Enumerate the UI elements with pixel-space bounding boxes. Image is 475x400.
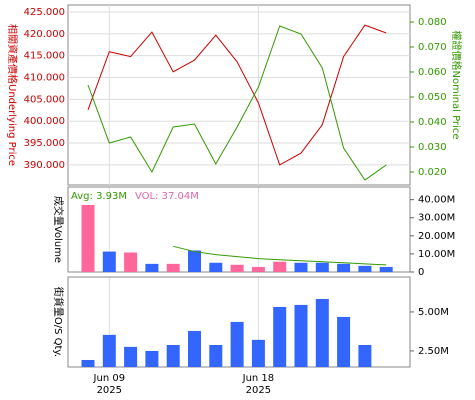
x-tick-year: 2025: [246, 385, 271, 396]
bar: [294, 262, 308, 272]
bar: [81, 359, 95, 367]
y2-axis-title: 權證價格Nominal Price: [450, 31, 463, 140]
average-line: [173, 245, 387, 266]
y-tick-label: 5.00M: [418, 307, 449, 318]
bar: [273, 261, 287, 272]
bar: [209, 345, 223, 367]
y-tick-label: 390.000: [24, 160, 65, 171]
bar: [166, 263, 180, 272]
y2-tick-label: 0.030: [418, 142, 447, 153]
legend-entry: VOL: 37.04M: [135, 191, 199, 202]
bar: [188, 250, 201, 272]
bar: [337, 263, 351, 272]
bar: [230, 264, 244, 272]
bar: [209, 262, 223, 272]
y-tick-label: 0: [418, 267, 424, 278]
bar: [273, 306, 287, 367]
y-tick-label: 40.00M: [418, 195, 455, 206]
bar: [358, 345, 372, 367]
bar: [124, 346, 138, 367]
y-tick-label: 425.000: [24, 7, 65, 18]
bar: [251, 266, 265, 272]
bar: [251, 339, 265, 367]
y2-tick-label: 0.050: [418, 92, 447, 103]
bar: [81, 205, 95, 272]
bar: [358, 265, 372, 272]
y-axis-title: 街貨量O/S Qty.: [52, 287, 65, 357]
bar: [188, 330, 201, 367]
y-tick-label: 405.000: [24, 94, 65, 105]
series-line: [87, 24, 387, 166]
bar: [145, 263, 159, 272]
y2-tick-label: 0.070: [418, 42, 447, 53]
y2-tick-label: 0.060: [418, 67, 447, 78]
y-tick-label: 410.000: [24, 73, 65, 84]
y2-tick-label: 0.040: [418, 117, 447, 128]
y-tick-label: 10.00M: [418, 249, 455, 260]
y-axis-title: 成交量Volume: [52, 196, 65, 263]
x-tick-label: Jun 09: [93, 373, 126, 384]
y-tick-label: 400.000: [24, 116, 65, 127]
y-tick-label: 30.00M: [418, 213, 455, 224]
bar: [294, 304, 308, 367]
bar: [166, 345, 180, 367]
series-line: [87, 25, 387, 181]
y-tick-label: 2.50M: [418, 346, 449, 357]
y-tick-label: 415.000: [24, 51, 65, 62]
bar: [145, 350, 159, 367]
bar: [315, 262, 329, 272]
y-tick-label: 420.000: [24, 29, 65, 40]
x-tick-label: Jun 18: [242, 373, 275, 384]
y2-tick-label: 0.020: [418, 167, 447, 178]
bar: [102, 334, 116, 367]
y2-tick-label: 0.080: [418, 17, 447, 28]
plot-frame: [67, 4, 411, 186]
bar: [337, 316, 351, 367]
y-tick-label: 395.000: [24, 138, 65, 149]
bar: [102, 251, 116, 272]
bar: [379, 266, 393, 272]
legend-entry: Avg: 3.93M: [71, 191, 127, 202]
bar: [315, 298, 329, 367]
x-tick-year: 2025: [97, 385, 122, 396]
bar: [230, 321, 244, 367]
y-tick-label: 20.00M: [418, 231, 455, 242]
y-axis-title: 相關資產價格Underlying Price: [6, 24, 19, 166]
bar: [124, 252, 138, 272]
